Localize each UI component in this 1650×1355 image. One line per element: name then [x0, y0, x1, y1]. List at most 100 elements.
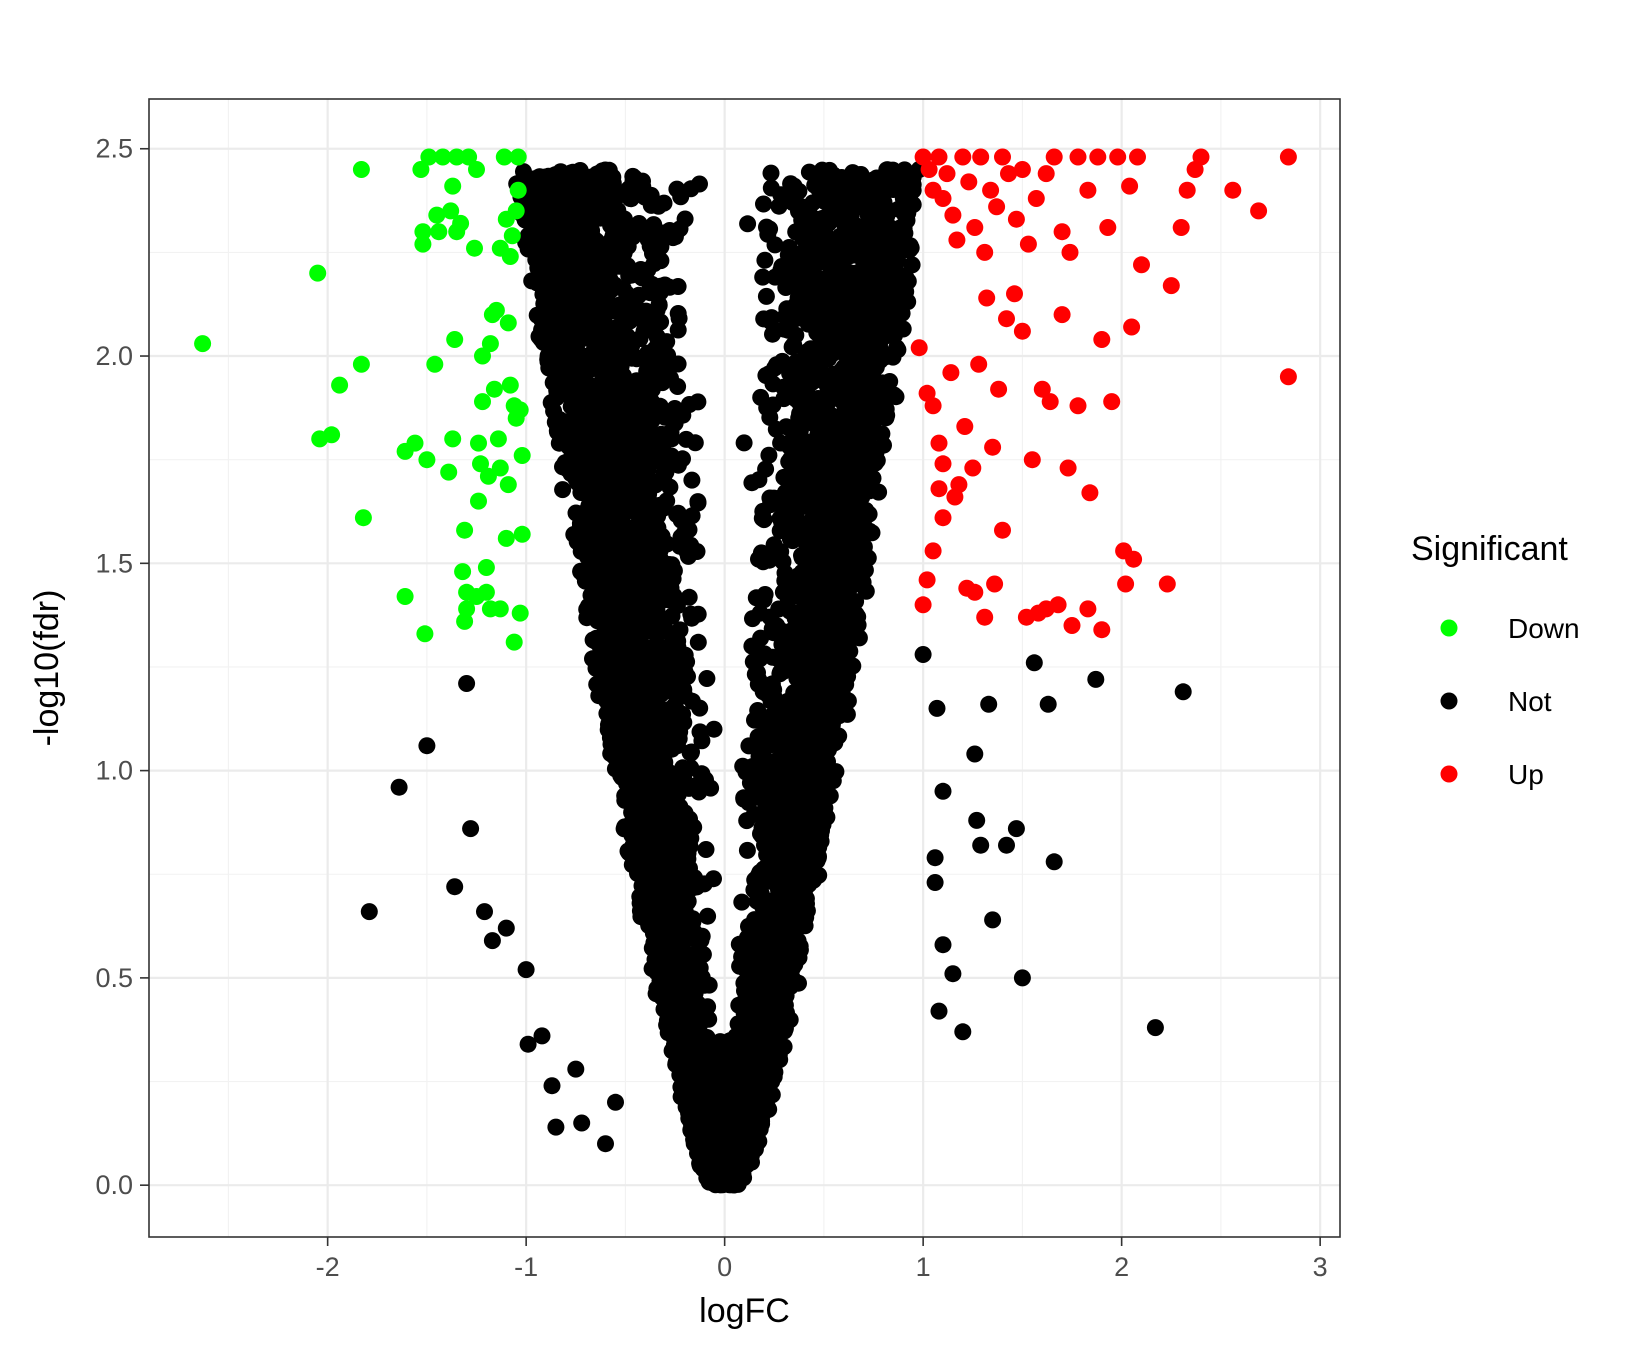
point-not — [654, 374, 671, 391]
point-not — [692, 723, 709, 740]
point-not — [736, 434, 753, 451]
point-not — [838, 625, 855, 642]
point-not — [756, 252, 773, 269]
point-not — [675, 681, 692, 698]
point-not — [649, 302, 666, 319]
point-not — [691, 700, 708, 717]
point-not — [758, 752, 775, 769]
point-not — [647, 614, 664, 631]
point-not — [743, 474, 760, 491]
point-not — [799, 714, 816, 731]
point-not — [630, 604, 647, 621]
point-not — [592, 399, 609, 416]
point-not — [895, 321, 912, 338]
point-not — [809, 269, 826, 286]
point-not — [646, 255, 663, 272]
point-not — [666, 697, 683, 714]
point-not — [806, 793, 823, 810]
point-not — [785, 194, 802, 211]
point-not — [744, 610, 761, 627]
point-not — [761, 409, 778, 426]
point-not — [743, 638, 760, 655]
point-not — [758, 288, 775, 305]
point-not — [647, 435, 664, 452]
point-not — [659, 715, 676, 732]
point-not — [673, 529, 690, 546]
point-not — [903, 239, 920, 256]
point-not — [750, 551, 767, 568]
point-not — [698, 841, 715, 858]
point-not — [819, 595, 836, 612]
point-not — [652, 238, 669, 255]
point-not — [857, 502, 874, 519]
point-not — [823, 433, 840, 450]
point-not — [755, 196, 772, 213]
point-not — [666, 400, 683, 417]
point-not — [793, 865, 810, 882]
point-not — [600, 670, 617, 687]
point-not — [670, 505, 687, 522]
point-not — [529, 260, 546, 277]
point-not — [549, 313, 566, 330]
point-not — [565, 289, 582, 306]
point-not — [603, 736, 620, 753]
point-not — [750, 728, 767, 745]
point-not — [634, 472, 651, 489]
point-not — [669, 378, 686, 395]
point-not — [768, 617, 785, 634]
point-not — [811, 503, 828, 520]
point-not — [675, 902, 692, 919]
point-not — [772, 435, 789, 452]
point-not — [733, 894, 750, 911]
point-not — [833, 256, 850, 273]
point-not — [672, 188, 689, 205]
point-not — [696, 977, 713, 994]
point-not — [645, 905, 662, 922]
point-not — [597, 630, 614, 647]
point-not — [659, 347, 676, 364]
point-not — [757, 461, 774, 478]
point-not — [622, 190, 639, 207]
point-not — [554, 481, 571, 498]
point-not — [683, 610, 700, 627]
point-not — [836, 217, 853, 234]
point-not — [690, 634, 707, 651]
point-not — [807, 308, 824, 325]
point-not — [756, 591, 773, 608]
point-not — [681, 589, 698, 606]
point-not — [781, 769, 798, 786]
point-not — [634, 269, 651, 286]
point-not — [689, 393, 706, 410]
point-not — [642, 284, 659, 301]
point-not — [786, 375, 803, 392]
point-not — [791, 302, 808, 319]
point-not — [794, 672, 811, 689]
point-not — [739, 215, 756, 232]
point-not — [779, 596, 796, 613]
point-not — [731, 936, 748, 953]
point-not — [795, 246, 812, 263]
point-not — [785, 487, 802, 504]
point-not — [602, 271, 619, 288]
point-not — [683, 472, 700, 489]
point-not — [764, 649, 781, 666]
point-not — [754, 503, 771, 520]
point-not — [802, 340, 819, 357]
point-not — [698, 670, 715, 687]
point-not — [549, 422, 566, 439]
point-not — [809, 534, 826, 551]
point-not — [616, 818, 633, 835]
point-not — [771, 665, 788, 682]
point-not — [802, 434, 819, 451]
point-not — [739, 842, 756, 859]
point-not — [554, 458, 571, 475]
point-not — [626, 169, 643, 186]
point-not — [655, 468, 672, 485]
point-not — [628, 372, 645, 389]
point-not — [788, 619, 805, 636]
point-not — [817, 183, 834, 200]
point-not — [809, 166, 826, 183]
point-not — [644, 588, 661, 605]
